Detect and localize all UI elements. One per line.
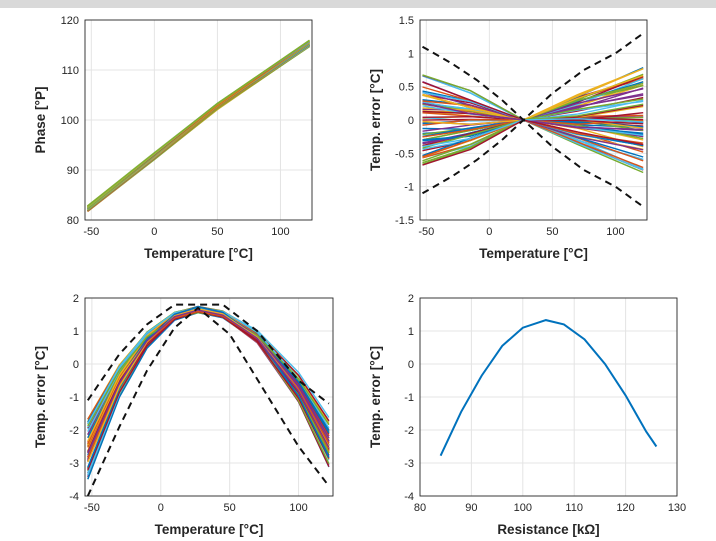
y-tick-label: 90 (67, 165, 79, 177)
x-tick-label: 90 (465, 502, 477, 514)
y-tick-label: 0 (73, 359, 79, 371)
x-tick-label: 0 (151, 226, 157, 238)
chart-d: 80 90 100 110 120 130 -4 -3 -2 -1 0 1 2 Resistance [k… (368, 293, 686, 537)
x-tick-label: 50 (224, 502, 236, 514)
x-tick-label: 0 (158, 502, 164, 514)
chart-b: -50 0 50 100 -1.5 -1 -0.5 0 0.5 1 1.5 Temperature [… (368, 15, 648, 261)
series-line (87, 309, 330, 454)
x-tick-label: 50 (211, 226, 223, 238)
x-tick-label: 100 (606, 226, 624, 238)
envelope-line (86, 303, 330, 405)
series-line (87, 311, 330, 480)
x-tick-label: 110 (565, 502, 583, 514)
y-tick-label: -3 (69, 458, 79, 470)
x-tick-label: 80 (414, 502, 426, 514)
x-tick-label: 50 (546, 226, 558, 238)
y-tick-label: -1 (404, 392, 414, 404)
y-tick-label: 120 (61, 15, 79, 27)
y-axis-label: Temp. error [°C] (33, 346, 48, 448)
y-axis-label: Temp. error [°C] (368, 346, 383, 448)
y-tick-label: -1.5 (395, 215, 414, 227)
y-tick-label: 1 (408, 48, 414, 60)
x-tick-label: 120 (616, 502, 634, 514)
x-tick-label: 0 (486, 226, 492, 238)
y-tick-label: -0.5 (395, 148, 414, 160)
x-tick-label: 100 (271, 226, 289, 238)
x-tick-label: 100 (514, 502, 532, 514)
x-axis-label: Temperature [°C] (144, 246, 253, 261)
y-tick-label: 2 (73, 293, 79, 305)
y-axis-label: Phase [°P] (33, 87, 48, 154)
y-axis-label: Temp. error [°C] (368, 69, 383, 171)
series-line (87, 45, 310, 213)
y-tick-label: 0 (408, 359, 414, 371)
chart-c: -50 0 50 100 -4 -3 -2 -1 0 1 2 Temperature [°C] Temp… (33, 293, 334, 537)
axes-frame (84, 19, 313, 221)
y-tick-label: 0 (408, 115, 414, 127)
y-tick-label: 1 (408, 326, 414, 338)
x-tick-label: -50 (418, 226, 434, 238)
x-axis-label: Temperature [°C] (479, 246, 588, 261)
y-tick-label: -1 (404, 182, 414, 194)
series-line (439, 319, 658, 457)
y-tick-label: 2 (408, 293, 414, 305)
plot-area-d (439, 319, 658, 457)
chart-a: -50 0 50 100 80 90 100 110 120 Temperature [°C] Ph… (33, 15, 313, 261)
x-tick-label: 100 (289, 502, 307, 514)
plot-area-a (87, 39, 310, 213)
plot-area-b (422, 32, 644, 208)
y-tick-label: -2 (404, 425, 414, 437)
axes-frame (419, 297, 678, 497)
y-tick-label: -4 (69, 491, 79, 503)
top-toolbar-strip (0, 0, 716, 8)
x-axis-label: Resistance [kΩ] (497, 522, 599, 537)
y-tick-label: 1.5 (399, 15, 414, 27)
envelope-line (422, 118, 644, 208)
x-tick-label: -50 (84, 502, 100, 514)
x-axis-label: Temperature [°C] (155, 522, 264, 537)
y-tick-label: 80 (67, 215, 79, 227)
series-line (87, 39, 310, 207)
y-tick-label: -3 (404, 458, 414, 470)
y-tick-label: 110 (61, 65, 79, 77)
x-tick-label: -50 (83, 226, 99, 238)
y-tick-label: 1 (73, 326, 79, 338)
y-tick-label: -2 (69, 425, 79, 437)
axes-frame (84, 297, 334, 497)
y-tick-label: 100 (61, 115, 79, 127)
axes-frame (419, 19, 648, 221)
plot-area-c (86, 303, 330, 496)
y-tick-label: 0.5 (399, 82, 414, 94)
y-tick-label: -1 (69, 392, 79, 404)
y-tick-label: -4 (404, 491, 414, 503)
x-tick-label: 130 (668, 502, 686, 514)
envelope-line (86, 306, 330, 496)
